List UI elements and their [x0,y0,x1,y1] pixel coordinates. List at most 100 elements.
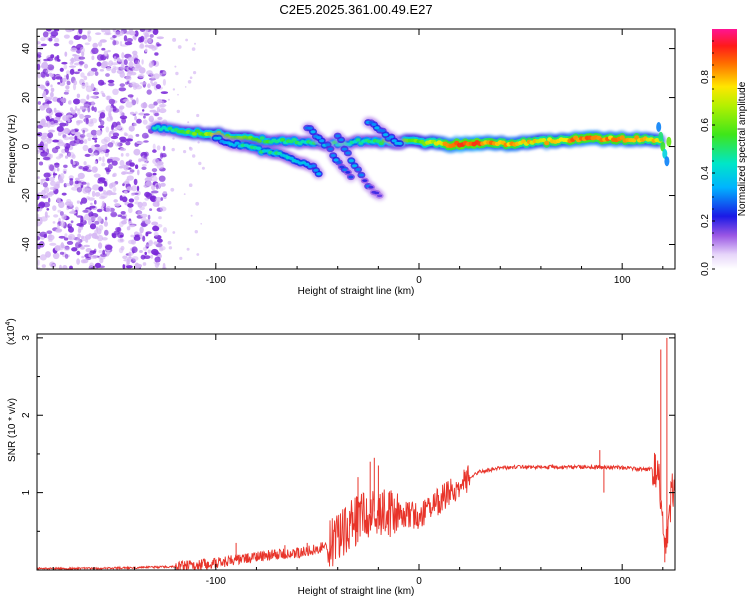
noise-speck [39,218,43,225]
noise-speck [144,48,148,53]
noise-speck [80,72,85,78]
noise-speck [94,139,97,143]
noise-speck [177,45,182,49]
noise-speck [63,164,68,168]
noise-speck [101,162,106,167]
noise-speck [152,149,157,153]
noise-speck [63,64,68,70]
noise-speck [64,51,68,57]
noise-speck [119,238,124,242]
noise-speck [158,216,162,220]
noise-speck [83,101,92,108]
noise-speck [160,91,169,94]
noise-speck [45,99,50,104]
noise-speck [130,71,137,76]
ridge-core [348,175,354,179]
noise-speck [121,196,128,203]
noise-speck [73,138,81,145]
snr-multiplier: (x104) [5,318,17,345]
noise-speck [147,240,153,245]
noise-speck [62,115,69,122]
noise-speck [152,172,157,176]
noise-speck [121,215,127,219]
noise-speck [106,116,114,122]
noise-speck [66,240,74,245]
ridge-core [352,164,358,168]
noise-speck [71,186,79,191]
noise-speck [56,126,64,132]
noise-speck [122,264,126,269]
noise-speck [82,209,89,213]
noise-speck [40,181,44,185]
noise-speck [141,132,149,139]
noise-speck [134,201,140,205]
ridge-core [355,168,361,171]
noise-speck [130,234,134,238]
noise-speck [125,265,133,269]
noise-speck [96,208,103,213]
noise-speck [91,100,95,107]
noise-speck [47,192,55,195]
noise-speck [69,68,75,75]
noise-speck [39,254,47,261]
noise-speck [153,232,159,237]
noise-speck [57,82,61,85]
noise-speck [76,180,82,184]
edge-blob [662,148,668,159]
spectrogram-axes: -100 0 100 -40 -20 0 20 40 [21,29,675,286]
noise-speck [92,42,98,49]
colorbar-tick-label: 0.0 [700,262,711,276]
noise-speck [100,90,104,95]
noise-speck [149,195,155,202]
noise-speck [77,68,82,72]
noise-speck [84,114,91,119]
noise-speck [57,209,62,213]
noise-speck [47,234,55,241]
noise-speck [153,101,158,106]
noise-speck [108,60,114,67]
noise-speck [143,140,149,143]
noise-speck [59,175,63,182]
noise-speck [156,145,161,151]
ridge-core [325,143,331,147]
noise-speck [98,156,102,161]
noise-speck [135,263,143,268]
noise-speck [197,141,200,144]
noise-speck [65,29,73,33]
noise-speck [111,160,118,166]
ridge-core [310,164,316,168]
noise-speckle [37,29,205,269]
noise-speck [160,197,164,201]
noise-speck [91,254,98,259]
noise-speck [142,119,148,125]
ridge-lower-branch [209,132,325,180]
noise-speck [63,127,71,135]
noise-speck [185,38,189,42]
noise-speck [139,206,145,211]
noise-speck [53,43,60,47]
noise-speck [94,192,101,197]
noise-speck [151,168,158,173]
noise-speck [131,246,138,253]
noise-speck [144,44,149,48]
noise-speck [54,162,60,168]
ridge-core [341,147,348,151]
noise-speck [63,237,69,241]
noise-speck [87,35,92,42]
noise-speck [56,167,60,172]
noise-speck [150,80,153,84]
noise-speck [97,79,105,86]
noise-speck [112,186,117,193]
ridge-core [339,165,345,169]
noise-speck [94,144,100,148]
noise-speck [148,103,155,109]
noise-speck [113,199,118,203]
ridge-core [330,154,336,157]
noise-speck [101,237,108,241]
noise-speck [195,201,200,206]
noise-speck [152,29,159,35]
noise-speck [60,97,67,103]
noise-speck [186,247,190,251]
ridge-core [374,191,380,195]
